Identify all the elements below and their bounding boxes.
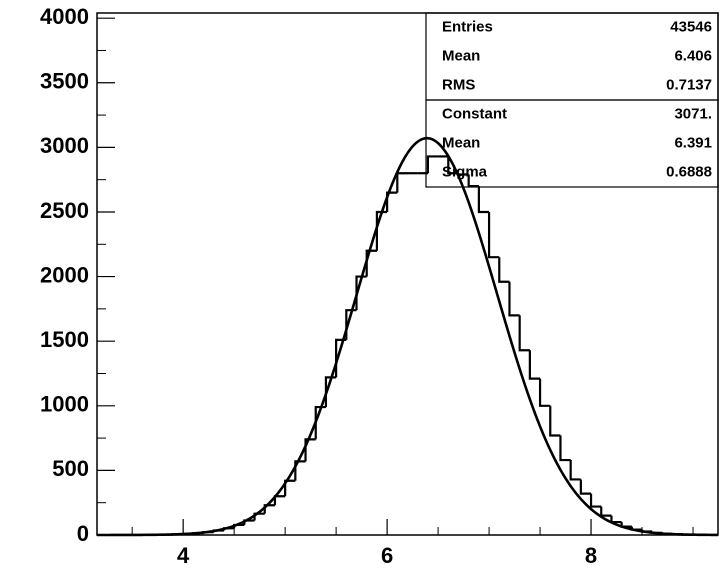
y-tick-label: 3000 xyxy=(40,133,89,158)
y-tick-label: 2500 xyxy=(40,198,89,223)
stats-value: 0.6888 xyxy=(666,163,712,180)
stats-value: 3071. xyxy=(674,105,712,122)
stats-value: 6.406 xyxy=(674,47,712,64)
histogram-bin xyxy=(538,378,551,407)
histogram-bin xyxy=(365,249,377,277)
stats-box: Entries 43546 Mean 6.406 RMS 0.7137 Constant 30… xyxy=(425,12,719,188)
histogram-bin xyxy=(294,460,306,481)
y-tick-label: 1500 xyxy=(40,327,89,352)
x-tick-label: 4 xyxy=(177,543,190,568)
fit-curve xyxy=(97,136,719,537)
x-tick-label: 8 xyxy=(585,543,597,568)
histogram-bin xyxy=(253,512,265,521)
histogram-bin xyxy=(610,515,622,524)
plot-frame xyxy=(96,12,719,536)
stats-value: 6.391 xyxy=(674,134,712,151)
histogram-bin xyxy=(498,257,510,283)
y-tick-label: 1000 xyxy=(40,392,89,417)
stats-name: Entries xyxy=(442,18,493,35)
y-tick-label: 4000 xyxy=(40,4,89,29)
histogram-bin xyxy=(559,435,571,462)
histogram-bin xyxy=(396,172,408,193)
stats-name: RMS xyxy=(442,76,475,93)
histogram-bin xyxy=(518,315,530,352)
stats-value: 0.7137 xyxy=(666,76,712,93)
stats-name: Mean xyxy=(442,47,480,64)
histogram-bin xyxy=(375,210,388,251)
histogram-bin xyxy=(528,350,541,380)
histogram-bin xyxy=(284,479,296,497)
y-tick-label: 500 xyxy=(52,456,89,481)
histogram-bin xyxy=(263,504,275,514)
histogram-bin xyxy=(426,155,439,174)
histogram-bin xyxy=(477,186,490,214)
y-tick-label: 2000 xyxy=(40,262,89,287)
stats-name: Mean xyxy=(442,134,480,151)
histogram-bin xyxy=(487,211,500,259)
histogram-bin xyxy=(589,493,602,508)
histogram-bin xyxy=(273,495,286,506)
stats-group xyxy=(425,99,719,188)
histogram-bin xyxy=(304,438,316,462)
histogram-bin xyxy=(600,506,612,517)
histogram-bin xyxy=(579,479,592,495)
y-tick-label: 3500 xyxy=(40,69,89,94)
y-tick-label: 0 xyxy=(77,521,89,546)
stats-value: 43546 xyxy=(670,18,712,35)
histogram-bin xyxy=(549,405,561,437)
histogram-bin xyxy=(386,191,398,212)
histogram-bin xyxy=(447,156,459,175)
histogram-bin xyxy=(569,460,581,481)
histogram-bin xyxy=(467,174,479,188)
x-tick-label: 6 xyxy=(381,543,393,568)
histogram-bin xyxy=(508,281,520,317)
stats-name: Constant xyxy=(442,105,507,122)
stats-name: Sigma xyxy=(442,163,488,180)
